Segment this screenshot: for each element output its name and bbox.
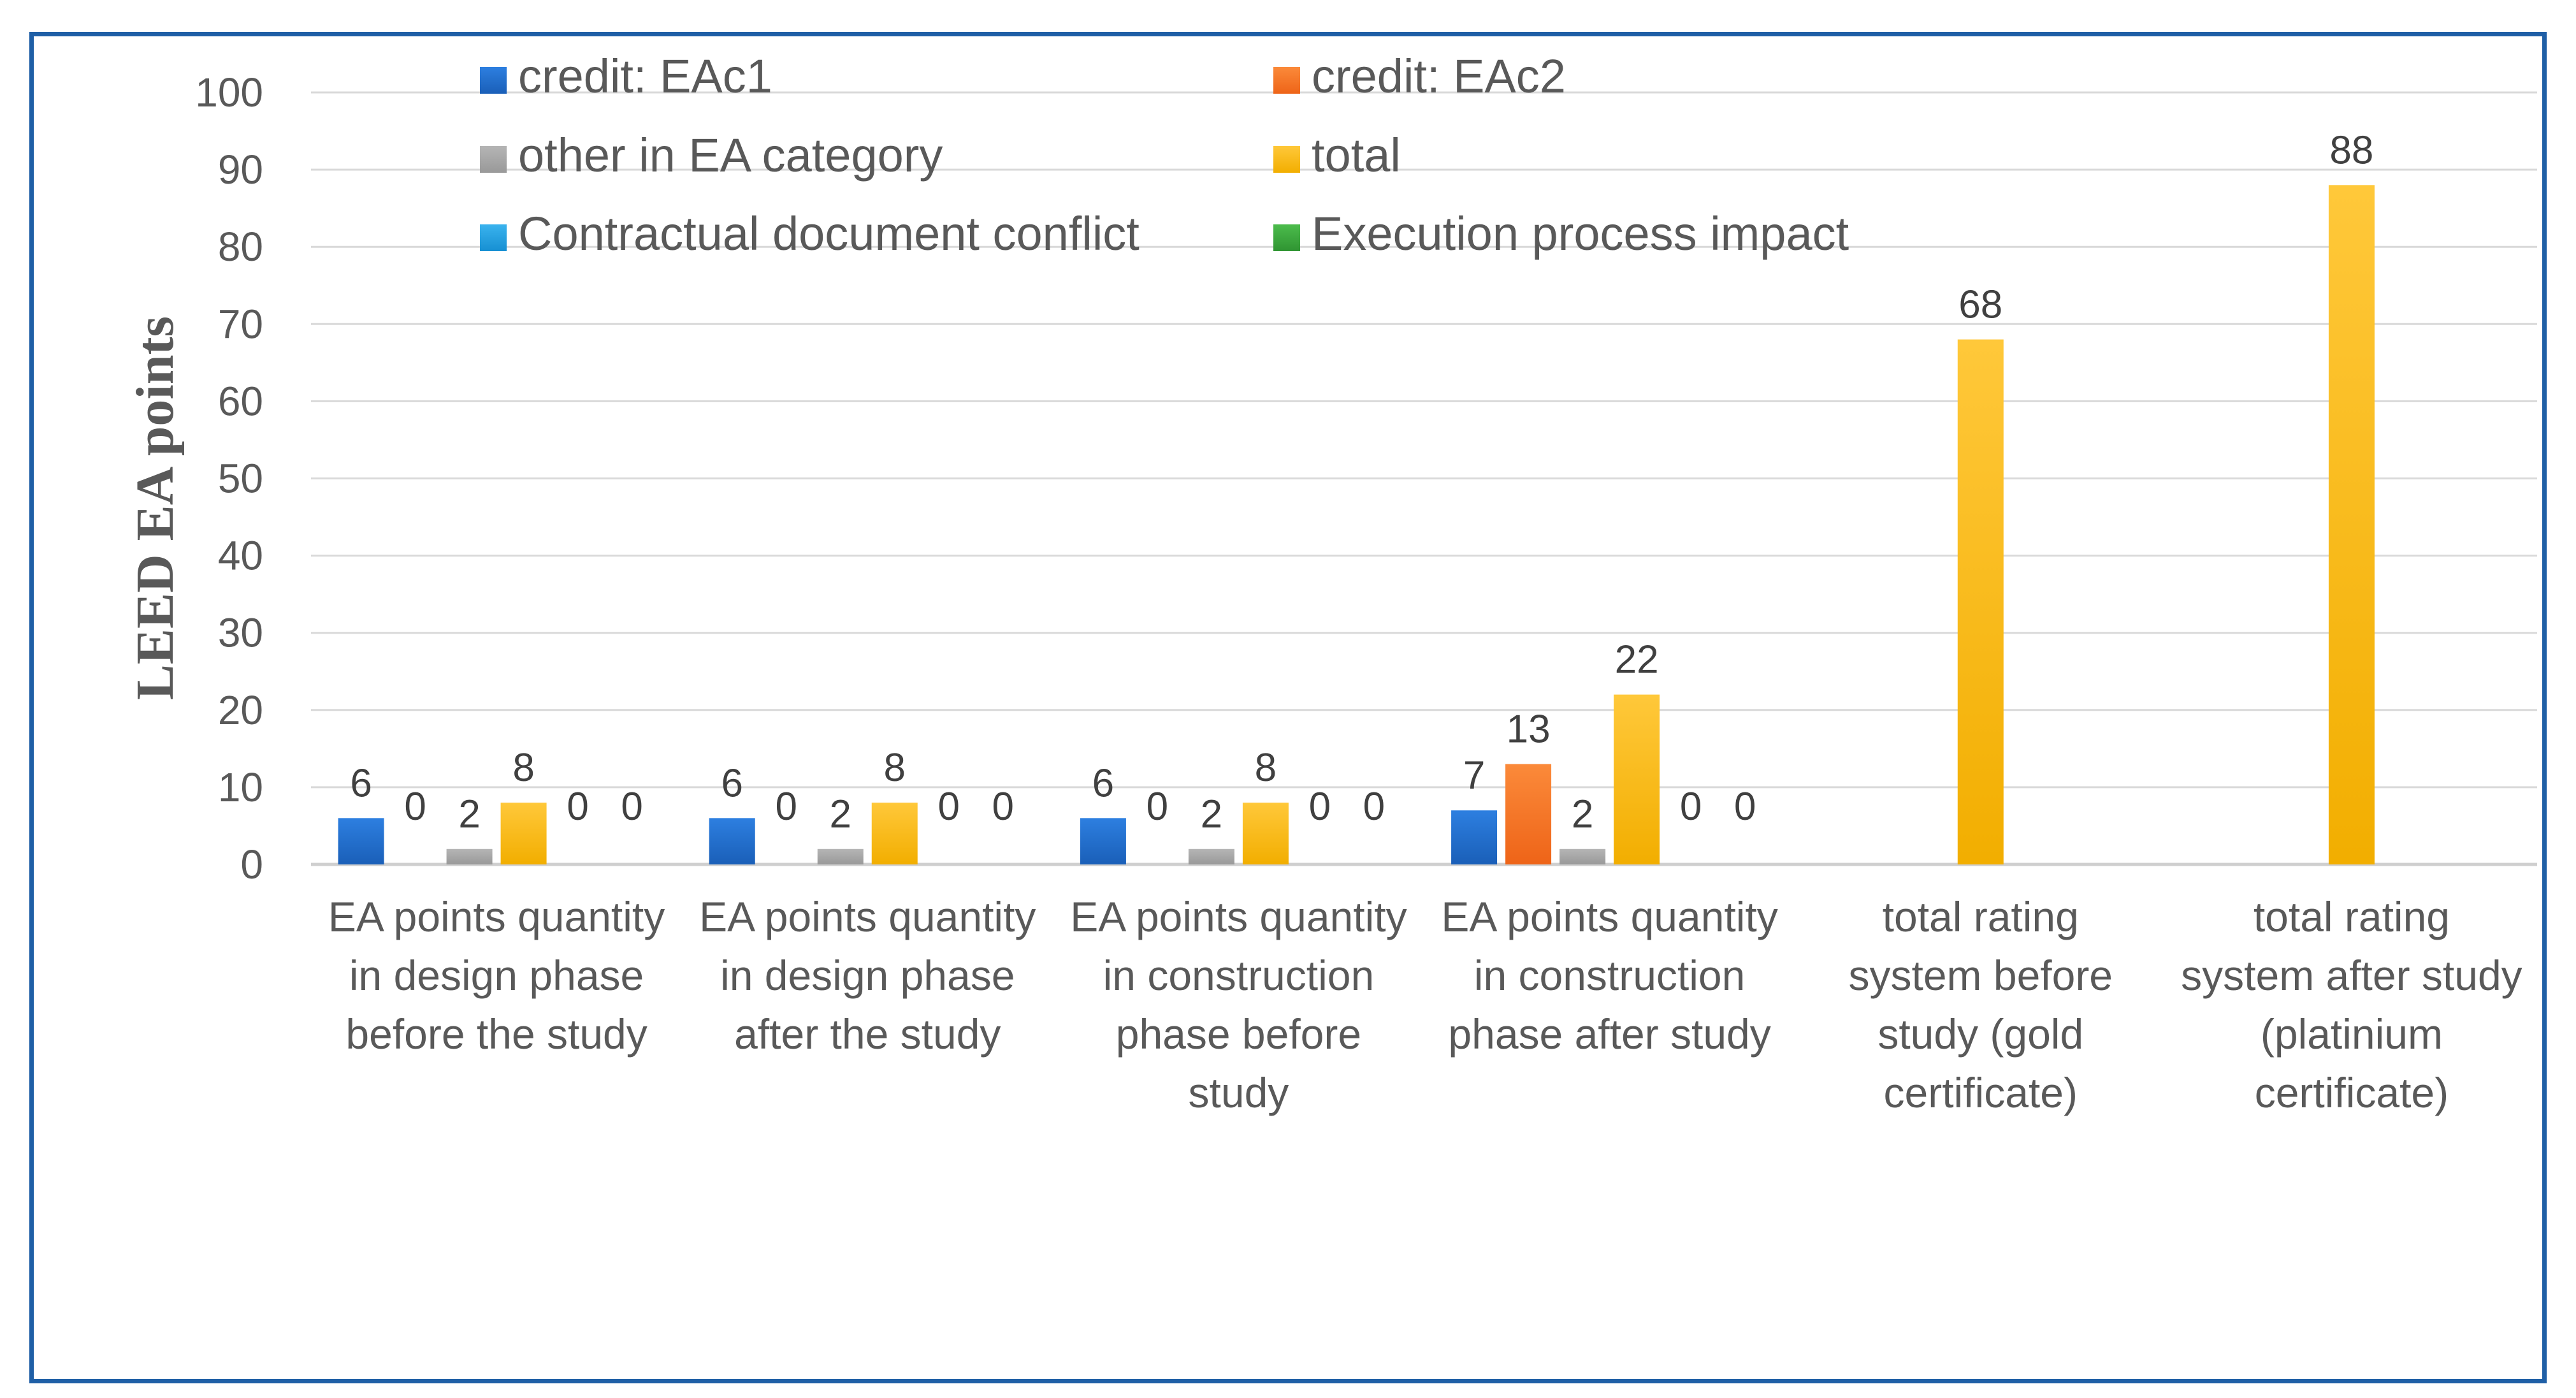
bars-layer	[338, 185, 2375, 864]
data-label: 2	[1201, 792, 1222, 836]
category-label: phase after study	[1448, 1010, 1770, 1058]
bar-total	[871, 803, 918, 864]
data-label: 88	[2329, 128, 2373, 172]
legend-swatch	[1273, 67, 1300, 94]
data-label: 8	[884, 746, 906, 790]
category-label: before the study	[345, 1010, 647, 1058]
y-tick-label: 70	[218, 301, 263, 347]
data-label: 6	[1092, 761, 1114, 805]
category-label: in design phase	[720, 952, 1015, 999]
data-label: 0	[567, 785, 588, 829]
y-tick-label: 40	[218, 533, 263, 579]
category-label: EA points quantity	[699, 893, 1036, 940]
data-label: 0	[404, 785, 426, 829]
bar-credit-eac1	[1080, 818, 1126, 864]
y-axis-ticks: 0 10 20 30 40 50 60 70 80 90 100	[195, 69, 263, 887]
y-tick-label: 90	[218, 147, 263, 193]
y-tick-label: 30	[218, 610, 263, 656]
legend-swatch	[1273, 146, 1300, 173]
bar-credit-eac1	[1451, 810, 1498, 864]
category-labels-layer: EA points quantity in design phase before …	[328, 893, 2522, 1116]
bar-other-in-ea-category	[1559, 848, 1606, 864]
data-label: 2	[830, 792, 851, 836]
legend: credit: EAc1 credit: EAc2 other in EA cate…	[480, 50, 1849, 260]
category-label: phase before	[1116, 1010, 1361, 1058]
legend-label: credit: EAc2	[1312, 50, 1566, 103]
legend-swatch	[480, 224, 507, 251]
data-label: 0	[621, 785, 642, 829]
legend-swatch	[480, 67, 507, 94]
data-label: 0	[1363, 785, 1385, 829]
category-label: certificate)	[2255, 1069, 2449, 1116]
category-label: EA points quantity	[1070, 893, 1407, 940]
data-label: 0	[1147, 785, 1168, 829]
y-tick-label: 100	[195, 69, 263, 115]
bar-total	[1242, 803, 1289, 864]
category-label: (platinium	[2261, 1010, 2443, 1058]
data-label: 22	[1615, 638, 1659, 682]
data-label: 8	[512, 746, 534, 790]
category-label: after the study	[734, 1010, 1001, 1058]
category-label: study (gold	[1878, 1010, 2083, 1058]
bar-total	[1957, 339, 2004, 864]
data-label: 68	[1958, 283, 2002, 327]
y-tick-label: 10	[218, 764, 263, 810]
y-tick-label: 20	[218, 687, 263, 733]
category-label: in construction	[1103, 952, 1375, 999]
data-label: 2	[458, 792, 480, 836]
bar-credit-eac2	[1505, 764, 1552, 864]
y-axis-title: LEED EA points	[126, 316, 185, 700]
y-tick-label: 50	[218, 456, 263, 502]
data-label: 6	[721, 761, 743, 805]
bar-total	[500, 803, 547, 864]
bar-other-in-ea-category	[817, 848, 864, 864]
data-label: 0	[1680, 785, 1702, 829]
y-tick-label: 0	[240, 841, 263, 887]
bar-credit-eac1	[338, 818, 384, 864]
y-tick-label: 60	[218, 378, 263, 424]
data-label: 7	[1463, 754, 1485, 797]
legend-swatch	[1273, 224, 1300, 251]
data-label: 0	[1734, 785, 1756, 829]
category-label: system before	[1849, 952, 2113, 999]
data-label: 13	[1507, 708, 1551, 752]
category-label: system after study	[2181, 952, 2522, 999]
legend-label: Execution process impact	[1312, 207, 1849, 260]
legend-label: Contractual document conflict	[518, 207, 1140, 260]
legend-label: credit: EAc1	[518, 50, 772, 103]
data-label: 0	[992, 785, 1014, 829]
bar-total	[2328, 185, 2375, 864]
category-label: in construction	[1474, 952, 1746, 999]
bar-other-in-ea-category	[446, 848, 493, 864]
legend-label: total	[1312, 129, 1401, 182]
category-label: study	[1189, 1069, 1289, 1116]
category-label: certificate)	[1884, 1069, 2078, 1116]
legend-swatch	[480, 146, 507, 173]
category-label: EA points quantity	[1441, 893, 1777, 940]
data-label: 0	[938, 785, 960, 829]
bar-total	[1614, 694, 1660, 864]
category-label: in design phase	[349, 952, 644, 999]
bar-other-in-ea-category	[1188, 848, 1234, 864]
bar-credit-eac1	[709, 818, 755, 864]
category-label: total rating	[2254, 893, 2450, 940]
data-label: 6	[350, 761, 372, 805]
legend-label: other in EA category	[518, 129, 943, 182]
grid-layer	[311, 91, 2537, 866]
data-label: 2	[1572, 792, 1593, 836]
data-label: 0	[776, 785, 797, 829]
data-label: 0	[1309, 785, 1331, 829]
data-label: 8	[1255, 746, 1277, 790]
category-label: total rating	[1883, 893, 2079, 940]
category-label: EA points quantity	[328, 893, 665, 940]
y-tick-label: 80	[218, 224, 263, 270]
